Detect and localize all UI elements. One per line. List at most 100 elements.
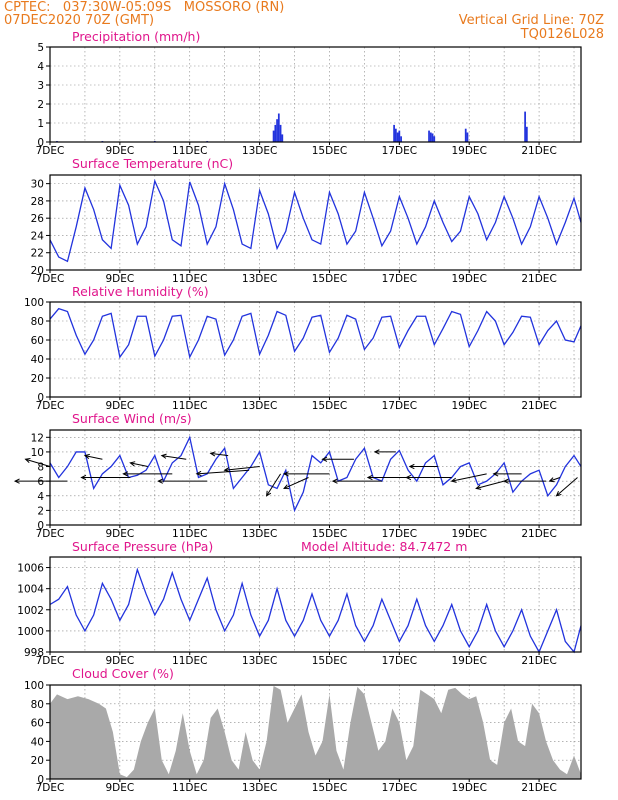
precip-bar <box>464 128 467 142</box>
precip-bar <box>394 128 397 142</box>
precip-bar <box>276 119 278 142</box>
humidity-xtick-label: 17DEC <box>382 400 417 412</box>
wind-arrow-head <box>366 474 373 481</box>
humidity-ytick-label: 60 <box>31 335 44 347</box>
precip-panel-title: Precipitation (mm/h) <box>72 29 200 44</box>
precip-bar <box>428 130 430 142</box>
wind-xtick-label: 7DEC <box>36 528 65 540</box>
temp-ytick-label: 20 <box>31 265 44 277</box>
temp-series-line <box>49 178 582 263</box>
humidity-xtick-label: 19DEC <box>451 400 486 412</box>
wind-arrow-head <box>450 477 457 483</box>
precip-bar <box>524 111 526 142</box>
precip-bar <box>393 124 395 142</box>
wind-arrow <box>476 480 505 489</box>
cloud-ytick-label: 80 <box>31 699 44 711</box>
humidity-ytick-label: 100 <box>24 297 44 309</box>
wind-arrow <box>196 469 250 475</box>
pressure-xtick-label: 9DEC <box>106 655 135 667</box>
temp-frame <box>49 174 582 271</box>
wind-ytick-label: 6 <box>37 476 44 488</box>
humidity-xtick-label: 21DEC <box>521 400 556 412</box>
station-info-text: CPTEC: 037:30W-05:09S MOSSORO (RN) <box>4 0 285 15</box>
cloud-frame <box>49 684 582 780</box>
cloud-ytick-label: 0 <box>37 774 44 786</box>
wind-ytick-label: 0 <box>37 520 44 532</box>
wind-arrow <box>549 477 561 482</box>
precip-bar <box>281 134 284 142</box>
humidity-xtick-label: 9DEC <box>106 400 135 412</box>
wind-arrow-head <box>282 471 289 477</box>
model-code-text: TQ0126L028 <box>520 27 604 42</box>
cloud-panel-title: Cloud Cover (%) <box>72 666 174 681</box>
pressure-panel-subtitle: Model Altitude: 84.7472 m <box>301 539 467 554</box>
temp-xtick-label: 13DEC <box>242 273 277 285</box>
wind-arrow-head <box>405 474 412 481</box>
temp-panel-title: Surface Temperature (nC) <box>72 156 233 171</box>
wind-arrow <box>84 455 103 460</box>
precip-xtick-label: 15DEC <box>312 145 347 157</box>
temp-xtick-label: 19DEC <box>451 273 486 285</box>
pressure-xtick-label: 21DEC <box>521 655 556 667</box>
wind-xtick-label: 19DEC <box>451 528 486 540</box>
precip-bar <box>400 136 402 142</box>
wind-arrow-head <box>555 490 562 497</box>
wind-arrow <box>451 473 487 482</box>
wind-arrow <box>130 462 148 468</box>
chart-header: CPTEC: 037:30W-05:09S MOSSORO (RN) 07DEC… <box>0 0 618 46</box>
humidity-xtick-label: 11DEC <box>172 400 207 412</box>
wind-arrow-head <box>122 471 129 477</box>
wind-arrow <box>210 452 229 457</box>
wind-arrow-head <box>331 478 338 484</box>
precip-xtick-label: 21DEC <box>521 145 556 157</box>
precip-bar <box>279 124 282 142</box>
wind-arrow-head <box>373 449 380 455</box>
wind-ytick-label: 4 <box>37 491 44 503</box>
precip-xtick-label: 13DEC <box>242 145 277 157</box>
temp-ytick-label: 26 <box>31 213 45 225</box>
wind-arrow-head <box>83 453 90 460</box>
pressure-ytick-label: 1006 <box>17 563 44 575</box>
wind-arrow <box>25 458 51 468</box>
precip-ytick-label: 0 <box>37 137 44 149</box>
wind-arrow-head <box>492 471 499 477</box>
cloud-xtick-label: 17DEC <box>382 782 417 794</box>
wind-arrow <box>224 466 260 471</box>
cloud-ytick-label: 40 <box>31 736 44 748</box>
precip-bar <box>396 132 399 142</box>
wind-arrow-head <box>129 461 136 467</box>
wind-arrow-head <box>548 477 555 483</box>
humidity-xtick-label: 15DEC <box>312 400 347 412</box>
wind-ytick-label: 10 <box>31 447 44 459</box>
temp-xtick-label: 21DEC <box>521 273 556 285</box>
wind-arrow <box>161 455 187 460</box>
wind-frame <box>49 429 582 526</box>
precip-ytick-label: 5 <box>37 42 44 54</box>
wind-arrow-head <box>24 457 31 463</box>
wind-arrow-head <box>209 451 216 457</box>
precip-bar <box>398 130 401 142</box>
precip-xtick-label: 11DEC <box>172 145 207 157</box>
precip-xtick-label: 19DEC <box>451 145 486 157</box>
pressure-xtick-label: 15DEC <box>312 655 347 667</box>
humidity-ytick-label: 0 <box>37 392 44 404</box>
precip-ytick-label: 2 <box>37 99 44 111</box>
cloud-xtick-label: 19DEC <box>451 782 486 794</box>
precip-bar <box>525 126 528 142</box>
precip-bar <box>272 130 275 142</box>
wind-arrow-head <box>408 463 415 470</box>
wind-arrow-head <box>321 456 328 462</box>
pressure-frame <box>49 556 582 653</box>
pressure-xtick-label: 19DEC <box>451 655 486 667</box>
precip-bar <box>429 132 432 142</box>
humidity-series-line <box>49 307 582 360</box>
precip-xtick-label: 17DEC <box>382 145 417 157</box>
wind-ytick-label: 12 <box>31 432 44 444</box>
pressure-series-line <box>49 567 582 654</box>
precip-xtick-label: 9DEC <box>106 145 135 157</box>
cloud-xtick-label: 15DEC <box>312 782 347 794</box>
humidity-ytick-label: 80 <box>31 316 44 328</box>
temp-xtick-label: 15DEC <box>312 273 347 285</box>
wind-arrow-head <box>13 478 20 484</box>
